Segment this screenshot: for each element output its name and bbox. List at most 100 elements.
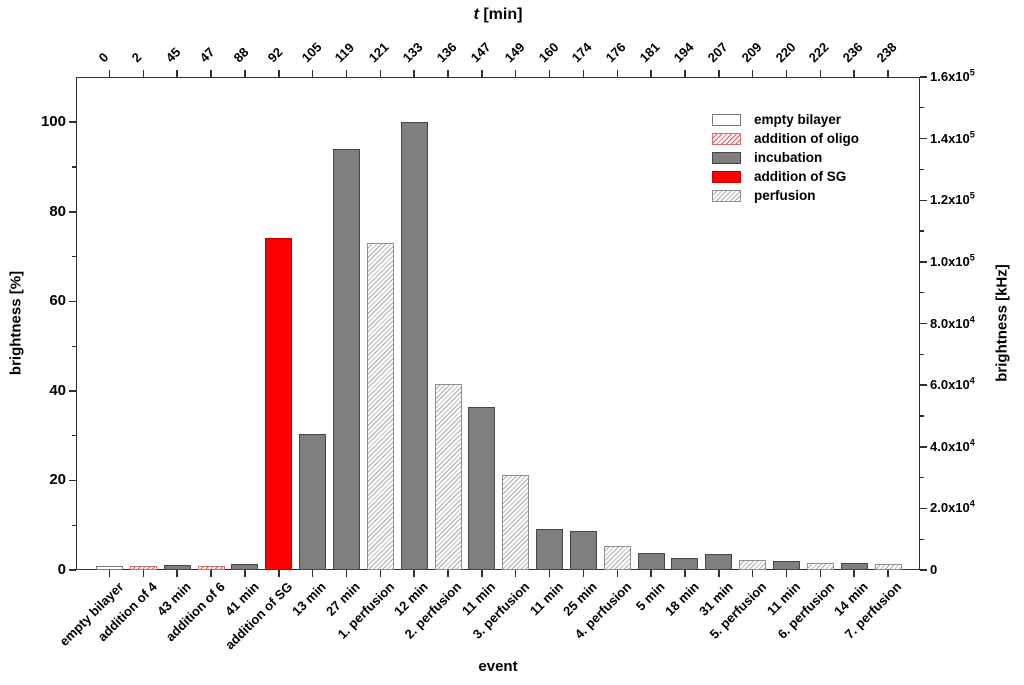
top-axis-tick-label: 45 — [162, 44, 184, 66]
right-axis-major-tick — [920, 199, 927, 201]
top-axis-tick-label: 160 — [535, 39, 562, 66]
bottom-axis-tick — [718, 570, 720, 577]
bar-empty-bilayer — [96, 565, 123, 570]
right-axis-tick-label: 0 — [930, 562, 937, 577]
right-axis-tick-label: 1.6x105 — [930, 67, 975, 84]
bottom-axis-tick — [887, 570, 889, 577]
right-axis-tick-mantissa: 2.0x10 — [930, 500, 970, 516]
bottom-axis-tick — [514, 570, 517, 577]
right-axis-minor-tick — [920, 230, 924, 232]
legend: empty bilayer addition of oligo incubation… — [712, 110, 859, 205]
right-axis-tick-exponent: 5 — [969, 190, 975, 201]
bottom-axis-tick — [819, 570, 822, 577]
top-axis-tick — [108, 70, 111, 77]
left-axis-tick-label: 20 — [49, 471, 66, 489]
bottom-axis-tick-label: 18 min — [661, 579, 702, 619]
top-axis-tick — [853, 70, 855, 77]
legend-swatch-incubation — [712, 151, 741, 164]
bottom-axis-tick — [481, 570, 483, 577]
bottom-axis-tick — [447, 570, 449, 577]
left-axis-minor-tick — [72, 255, 76, 258]
top-axis-tick-label: 181 — [636, 39, 663, 66]
left-axis-minor-tick — [72, 166, 76, 168]
top-axis-tick-label: 220 — [772, 39, 799, 66]
bottom-axis-tick — [345, 570, 348, 577]
bar-6-perfusion — [806, 562, 834, 570]
left-axis-major-tick — [69, 300, 76, 303]
right-axis-tick-label: 1.4x105 — [930, 130, 975, 146]
right-axis-minor-tick — [920, 168, 924, 171]
left-axis-tick-label: 40 — [49, 381, 66, 399]
right-axis-major-tick — [920, 137, 927, 140]
top-axis-tick-label: 149 — [501, 39, 528, 66]
left-axis-tick-label: 80 — [49, 202, 66, 220]
right-axis-tick-label: 8.0x104 — [930, 315, 975, 331]
top-axis-tick-label: 136 — [433, 39, 460, 66]
legend-item-addition-of-sg: addition of SG — [712, 167, 859, 186]
left-axis-minor-tick — [72, 345, 76, 347]
right-axis-major-tick — [920, 322, 927, 325]
right-axis-tick-mantissa: 6.0x10 — [930, 377, 970, 393]
plot-frame — [76, 77, 920, 570]
bottom-axis-tick — [616, 570, 618, 577]
legend-item-empty-bilayer: empty bilayer — [712, 110, 859, 129]
top-axis-tick — [819, 70, 822, 77]
legend-label: empty bilayer — [754, 112, 842, 127]
top-axis-tick — [785, 70, 788, 77]
top-axis-tick — [751, 70, 754, 77]
top-axis-tick-label: 176 — [602, 39, 629, 66]
top-axis-tick — [582, 70, 585, 77]
bar-addition-of-6 — [197, 565, 225, 570]
bottom-axis-tick — [176, 570, 178, 577]
right-axis-tick-exponent: 4 — [969, 437, 975, 448]
top-axis-tick — [447, 70, 449, 77]
right-axis-tick-exponent: 4 — [969, 499, 975, 510]
bar-addition-of-4 — [129, 565, 157, 570]
legend-swatch-perfusion — [712, 189, 741, 202]
bottom-axis-tick — [785, 570, 788, 577]
bar-31-min — [705, 554, 733, 570]
left-axis-minor-tick — [72, 435, 76, 437]
bar-27-min — [332, 149, 360, 570]
top-axis-tick — [278, 70, 280, 77]
bottom-axis-title: event — [478, 658, 518, 675]
bar-43-min — [163, 565, 191, 570]
bottom-axis-tick-label: 11 min — [526, 579, 567, 619]
right-axis-tick-label: 1.0x105 — [930, 253, 975, 269]
right-axis-tick-exponent: 5 — [969, 67, 975, 78]
bar-18-min — [671, 557, 699, 570]
right-axis-major-tick — [920, 261, 927, 263]
bottom-axis-tick — [582, 570, 585, 577]
top-axis-tick — [650, 70, 652, 77]
bar-11-min — [773, 561, 800, 570]
bottom-axis-tick — [853, 570, 855, 577]
right-axis-tick-label: 6.0x104 — [930, 375, 975, 393]
top-axis-tick — [311, 70, 314, 77]
right-axis-major-tick — [920, 569, 927, 571]
right-axis-tick-mantissa: 8.0x10 — [930, 315, 970, 331]
right-axis-minor-tick — [920, 538, 924, 540]
bar-5-perfusion — [739, 560, 767, 570]
left-axis-major-tick — [69, 121, 76, 123]
legend-label: addition of oligo — [754, 131, 859, 146]
right-axis-tick-mantissa: 0 — [930, 562, 938, 577]
right-axis-major-tick — [920, 76, 927, 78]
top-axis-tick — [379, 70, 382, 77]
right-axis-tick-label: 1.2x105 — [930, 190, 975, 207]
bar-12-min — [400, 122, 428, 570]
left-axis-major-tick — [69, 390, 76, 392]
top-axis-tick-label: 207 — [704, 39, 731, 66]
right-axis-minor-tick — [920, 476, 924, 479]
top-axis-tick-label: 222 — [806, 39, 832, 66]
bottom-axis-tick — [751, 570, 754, 577]
bottom-axis-tick — [650, 570, 652, 577]
top-axis-tick-label: 133 — [399, 39, 426, 66]
top-axis-tick-label: 238 — [873, 39, 900, 66]
right-axis-tick-exponent: 4 — [969, 375, 975, 386]
top-axis-tick-label: 105 — [298, 39, 325, 66]
legend-swatch-empty-bilayer — [712, 113, 741, 126]
legend-swatch-addition-of-oligo — [712, 132, 741, 145]
right-axis-tick-mantissa: 4.0x10 — [930, 438, 970, 454]
bottom-axis-tick — [142, 570, 145, 577]
right-axis-tick-mantissa: 1.4x10 — [930, 130, 970, 146]
